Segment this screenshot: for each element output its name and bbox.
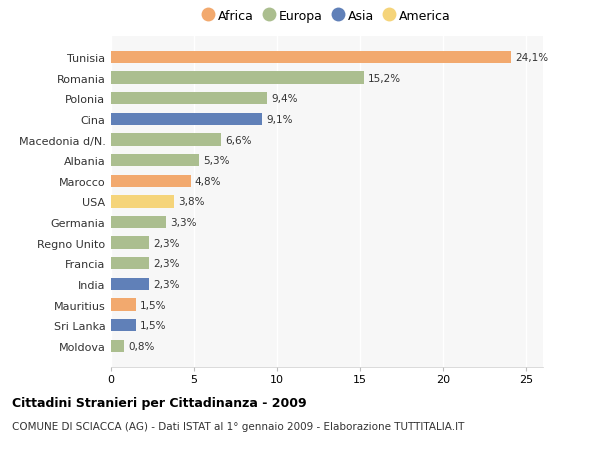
Text: 2,3%: 2,3% bbox=[154, 238, 180, 248]
Bar bbox=[111, 340, 124, 352]
Text: 2,3%: 2,3% bbox=[154, 279, 180, 289]
Bar bbox=[111, 237, 149, 249]
Text: 0,8%: 0,8% bbox=[128, 341, 155, 351]
Text: 6,6%: 6,6% bbox=[225, 135, 251, 145]
Bar bbox=[111, 216, 166, 229]
Text: 4,8%: 4,8% bbox=[195, 176, 221, 186]
Text: 3,8%: 3,8% bbox=[178, 197, 205, 207]
Bar bbox=[111, 73, 364, 84]
Bar bbox=[111, 319, 136, 331]
Bar bbox=[111, 93, 267, 105]
Legend: Africa, Europa, Asia, America: Africa, Europa, Asia, America bbox=[198, 5, 456, 28]
Text: 2,3%: 2,3% bbox=[154, 259, 180, 269]
Bar bbox=[111, 257, 149, 270]
Bar bbox=[111, 299, 136, 311]
Text: 9,1%: 9,1% bbox=[266, 115, 293, 125]
Bar bbox=[111, 175, 191, 188]
Text: 1,5%: 1,5% bbox=[140, 320, 167, 330]
Bar bbox=[111, 196, 174, 208]
Text: 5,3%: 5,3% bbox=[203, 156, 230, 166]
Text: 9,4%: 9,4% bbox=[271, 94, 298, 104]
Text: Cittadini Stranieri per Cittadinanza - 2009: Cittadini Stranieri per Cittadinanza - 2… bbox=[12, 396, 307, 409]
Bar bbox=[111, 134, 221, 146]
Bar bbox=[111, 113, 262, 126]
Bar bbox=[111, 155, 199, 167]
Text: 1,5%: 1,5% bbox=[140, 300, 167, 310]
Text: COMUNE DI SCIACCA (AG) - Dati ISTAT al 1° gennaio 2009 - Elaborazione TUTTITALIA: COMUNE DI SCIACCA (AG) - Dati ISTAT al 1… bbox=[12, 421, 464, 431]
Bar bbox=[111, 278, 149, 291]
Text: 24,1%: 24,1% bbox=[515, 53, 549, 63]
Text: 3,3%: 3,3% bbox=[170, 218, 196, 228]
Bar bbox=[111, 52, 511, 64]
Text: 15,2%: 15,2% bbox=[368, 73, 401, 84]
